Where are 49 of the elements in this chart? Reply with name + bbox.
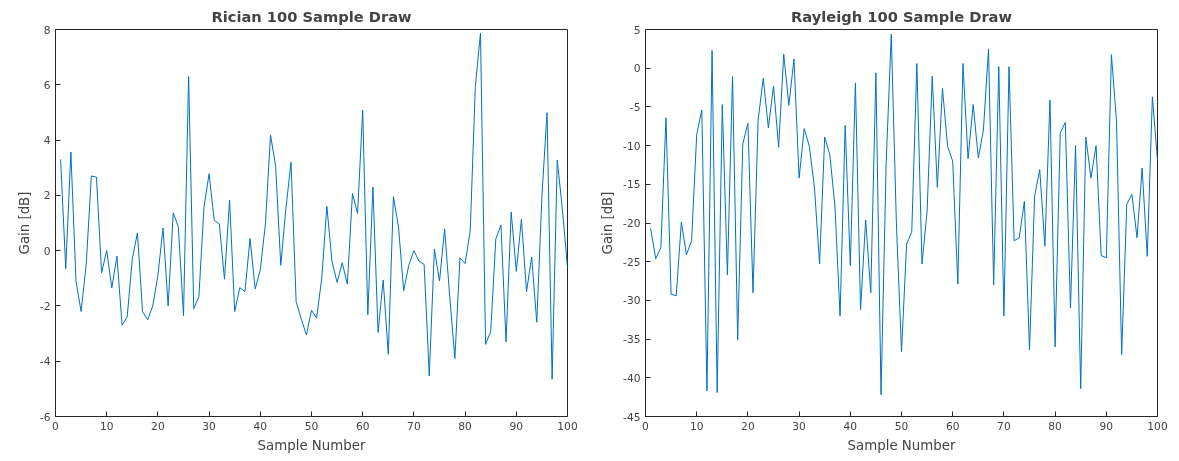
line-series [650, 33, 1158, 396]
x-axis-title: Sample Number [257, 437, 366, 453]
x-tick-label: 50 [894, 419, 909, 433]
x-tick-label: 0 [52, 419, 60, 433]
x-tick-label: 70 [407, 419, 421, 433]
y-tick-label: -25 [623, 255, 641, 269]
x-tick-label: 90 [1099, 419, 1114, 433]
x-tick-label: 60 [355, 419, 370, 433]
y-tick-label: -45 [623, 410, 641, 424]
y-axis-title: Gain [dB] [16, 191, 32, 255]
y-tick-label: 8 [43, 23, 51, 37]
x-tick-label: 80 [458, 419, 473, 433]
chart-title: Rician 100 Sample Draw [211, 7, 413, 25]
x-axis-title: Sample Number [847, 437, 956, 453]
y-tick-label: -30 [623, 294, 641, 308]
x-tick-label: 100 [557, 419, 578, 433]
x-tick-label: 50 [304, 419, 319, 433]
y-tick-label: -4 [39, 355, 51, 369]
y-tick-label: -5 [629, 100, 641, 114]
chart-title: Rayleigh 100 Sample Draw [790, 7, 1013, 25]
x-tick-label: 100 [1147, 419, 1168, 433]
x-tick-label: 30 [792, 419, 807, 433]
x-tick-label: 60 [945, 419, 960, 433]
y-tick-label: 5 [633, 23, 641, 37]
x-tick-label: 10 [99, 419, 114, 433]
y-tick-label: -20 [623, 217, 641, 230]
x-tick-label: 40 [843, 419, 858, 433]
y-tick-label: -2 [39, 299, 51, 313]
y-tick-label: 2 [43, 189, 51, 203]
x-tick-label: 80 [1048, 419, 1063, 433]
y-tick-label: 6 [43, 78, 51, 92]
y-tick-label: -6 [39, 410, 51, 424]
y-tick-label: -10 [623, 139, 641, 153]
x-tick-label: 10 [689, 419, 704, 433]
x-tick-label: 20 [151, 419, 165, 433]
x-tick-label: 20 [741, 419, 755, 433]
x-tick-label: 70 [997, 419, 1011, 433]
y-tick-label: 0 [43, 244, 51, 258]
x-tick-label: 30 [202, 419, 217, 433]
x-tick-label: 90 [509, 419, 524, 433]
x-tick-label: 0 [642, 419, 650, 433]
x-tick-label: 40 [253, 419, 268, 433]
y-tick-label: -15 [623, 178, 641, 192]
y-tick-label: 4 [43, 134, 51, 148]
y-tick-label: -40 [623, 371, 641, 385]
line-series [60, 32, 568, 380]
y-tick-label: 0 [633, 62, 641, 76]
y-tick-label: -35 [623, 333, 641, 347]
y-axis-title: Gain [dB] [600, 191, 616, 255]
